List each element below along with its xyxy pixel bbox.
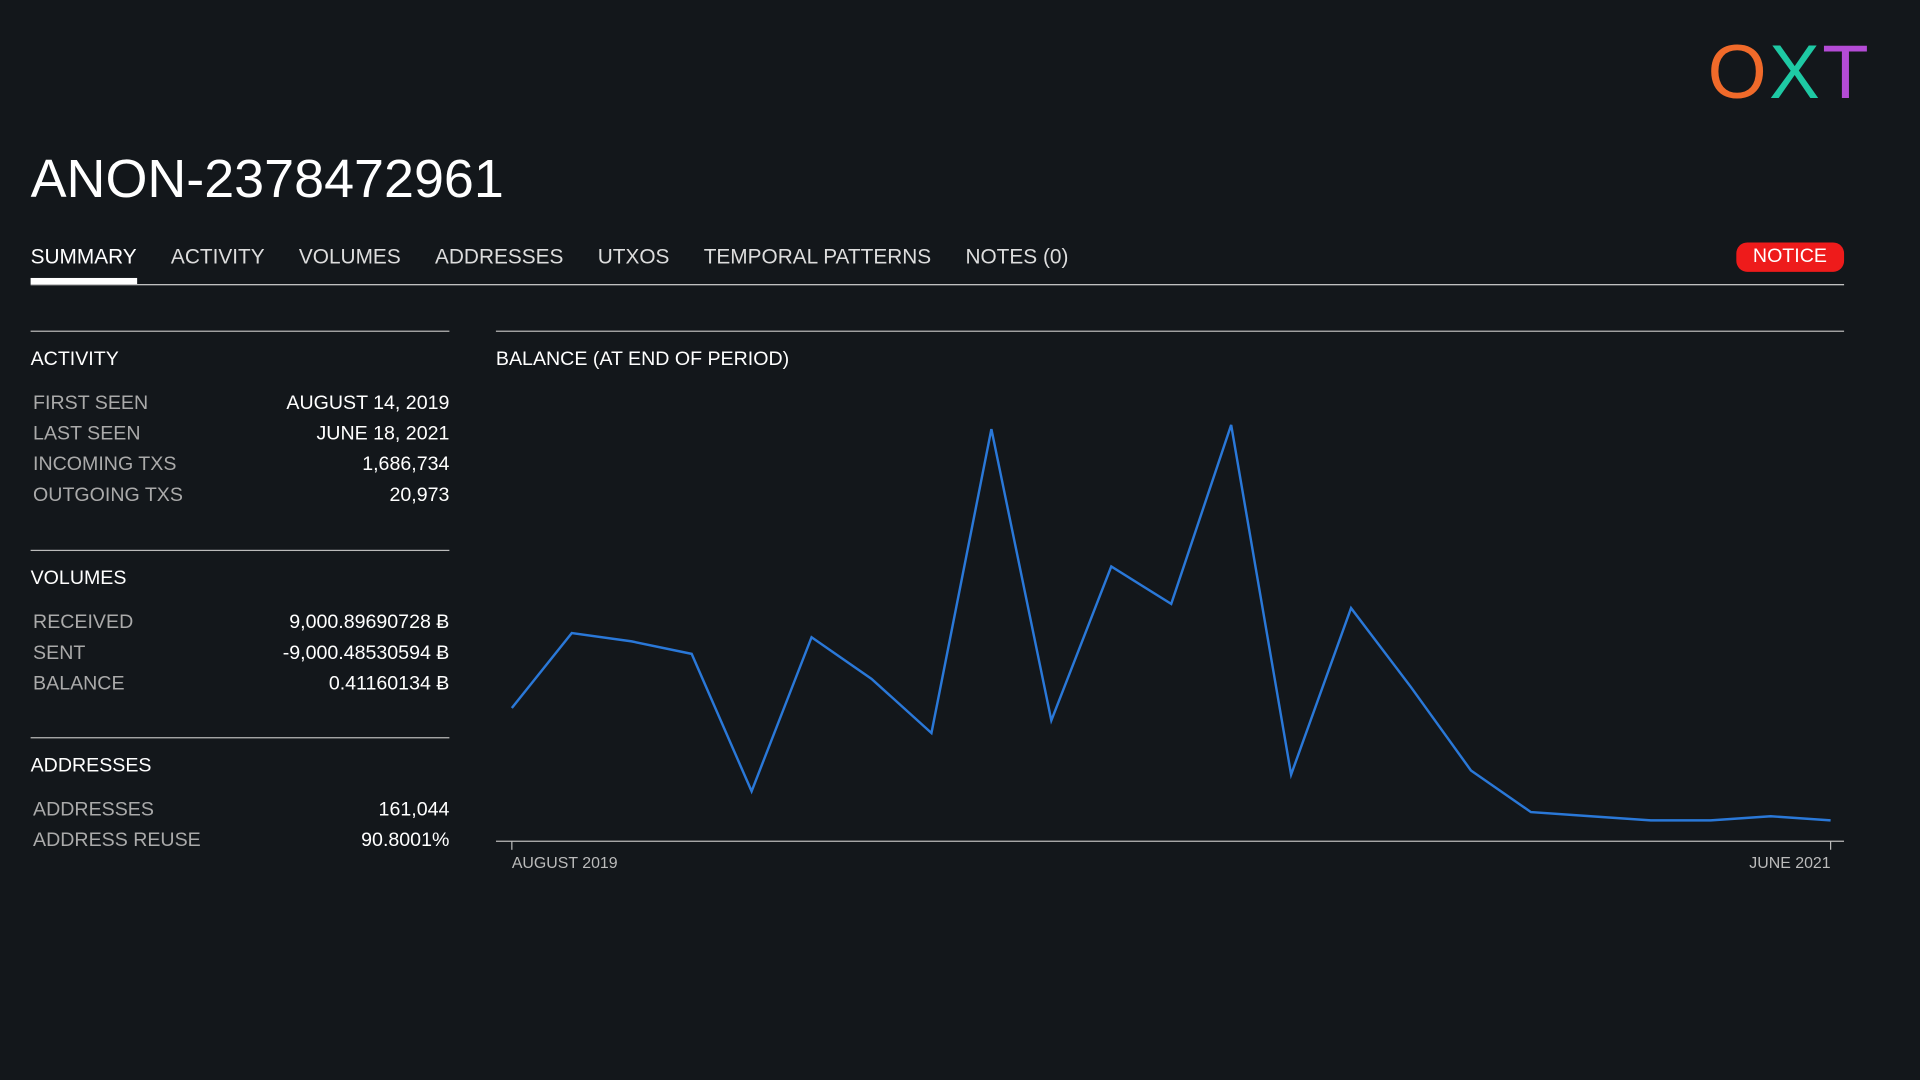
tab[interactable]: SUMMARY	[30, 242, 137, 285]
row-value: 0.41160134 Ƀ	[328, 673, 450, 695]
section: ADDRESSES ADDRESSES 161,044 ADDRESS REUSE 90…	[30, 737, 450, 856]
chart-title: BALANCE (AT END OF PERIOD)	[495, 348, 790, 370]
info-row: OUTGOING TXS 20,973	[31, 480, 450, 511]
info-row: FIRST SEEN AUGUST 14, 2019	[31, 388, 450, 419]
tab[interactable]: TEMPORAL PATTERNS	[703, 244, 932, 269]
row-value: 9,000.89690728 Ƀ	[289, 612, 450, 634]
info-row: SENT -9,000.48530594 Ƀ	[31, 638, 450, 669]
tab-bar: SUMMARY ACTIVITY VOLUMES ADDRESSES UTXOS TEMP…	[30, 242, 1845, 286]
row-value: 1,686,734	[362, 454, 450, 476]
row-value: AUGUST 14, 2019	[286, 393, 450, 414]
info-row: BALANCE 0.41160134 Ƀ	[31, 669, 450, 700]
x-tick-label: AUGUST 2019	[512, 855, 618, 872]
logo-letter: X	[1769, 30, 1823, 116]
tab[interactable]: ACTIVITY	[170, 244, 265, 269]
row-value: -9,000.48530594 Ƀ	[282, 642, 450, 664]
logo-letter: T	[1822, 30, 1872, 116]
section-heading: VOLUMES	[30, 568, 127, 589]
row-label: RECEIVED	[33, 612, 134, 634]
info-row: ADDRESSES 161,044	[31, 795, 450, 826]
logo[interactable]: OXT	[1708, 29, 1871, 116]
row-label: ADDRESS REUSE	[33, 830, 201, 852]
section-heading: ADDRESSES	[30, 755, 152, 777]
info-row: ADDRESS REUSE 90.8001%	[31, 825, 450, 856]
row-value: 90.8001%	[361, 830, 450, 852]
row-value: JUNE 18, 2021	[316, 423, 450, 445]
chart: AUGUST 2019 JUNE 2021	[495, 424, 1845, 872]
section: ACTIVITY FIRST SEEN AUGUST 14, 2019 LAST SE…	[30, 330, 450, 511]
row-value: 20,973	[389, 484, 450, 506]
row-value: 161,044	[378, 799, 450, 821]
notice-button[interactable]: NOTICE	[1735, 242, 1845, 272]
section-heading: ACTIVITY	[30, 348, 119, 370]
row-label: LAST SEEN	[33, 423, 141, 445]
row-label: BALANCE	[33, 673, 125, 695]
entity-title: ANON-2378472961	[30, 149, 504, 210]
tab[interactable]: VOLUMES	[298, 244, 401, 269]
info-row: RECEIVED 9,000.89690728 Ƀ	[31, 607, 450, 638]
logo-letter: O	[1707, 30, 1770, 116]
row-label: INCOMING TXS	[33, 454, 177, 476]
tab[interactable]: NOTES (0)	[965, 244, 1069, 269]
row-label: SENT	[33, 642, 86, 664]
row-label: ADDRESSES	[33, 799, 154, 821]
section: VOLUMES RECEIVED 9,000.89690728 Ƀ SENT -9,00…	[30, 549, 450, 700]
row-label: FIRST SEEN	[33, 393, 149, 414]
row-label: OUTGOING TXS	[33, 484, 183, 506]
tab[interactable]: UTXOS	[597, 244, 670, 269]
info-row: INCOMING TXS 1,686,734	[31, 449, 450, 480]
info-row: LAST SEEN JUNE 18, 2021	[31, 419, 450, 450]
balance-line	[510, 424, 1831, 822]
tab[interactable]: ADDRESSES	[435, 244, 564, 269]
x-tick-label: JUNE 2021	[1749, 855, 1830, 872]
chart-panel	[495, 330, 1845, 332]
